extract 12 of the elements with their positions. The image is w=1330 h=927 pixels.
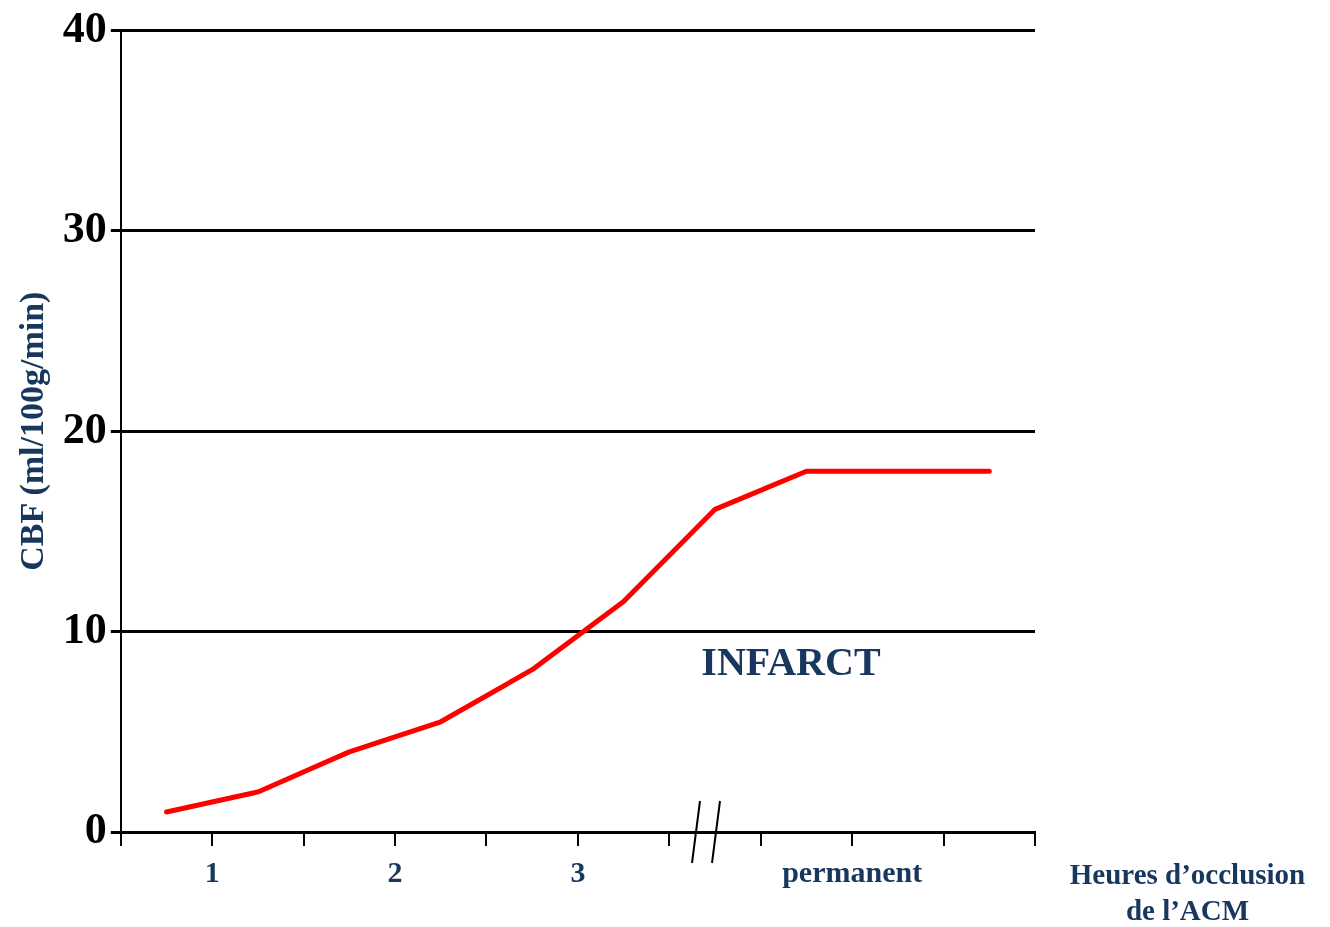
y-tick-label: 0 xyxy=(84,804,107,854)
y-tick-label: 10 xyxy=(62,603,107,653)
x-tick-label: 3 xyxy=(570,854,586,888)
annotation: INFARCT xyxy=(701,637,881,685)
x-tick-label: 2 xyxy=(387,854,403,888)
x-tick-label: 1 xyxy=(204,854,220,888)
x-tick-label: permanent xyxy=(782,854,923,888)
y-axis-title: CBF (ml/100g/min) xyxy=(13,291,52,571)
y-tick-label: 20 xyxy=(62,403,107,453)
y-tick-label: 40 xyxy=(62,2,107,52)
y-tick-label: 30 xyxy=(62,203,107,253)
x-axis-title: Heures d’occlusion de l’ACM xyxy=(1068,857,1307,927)
